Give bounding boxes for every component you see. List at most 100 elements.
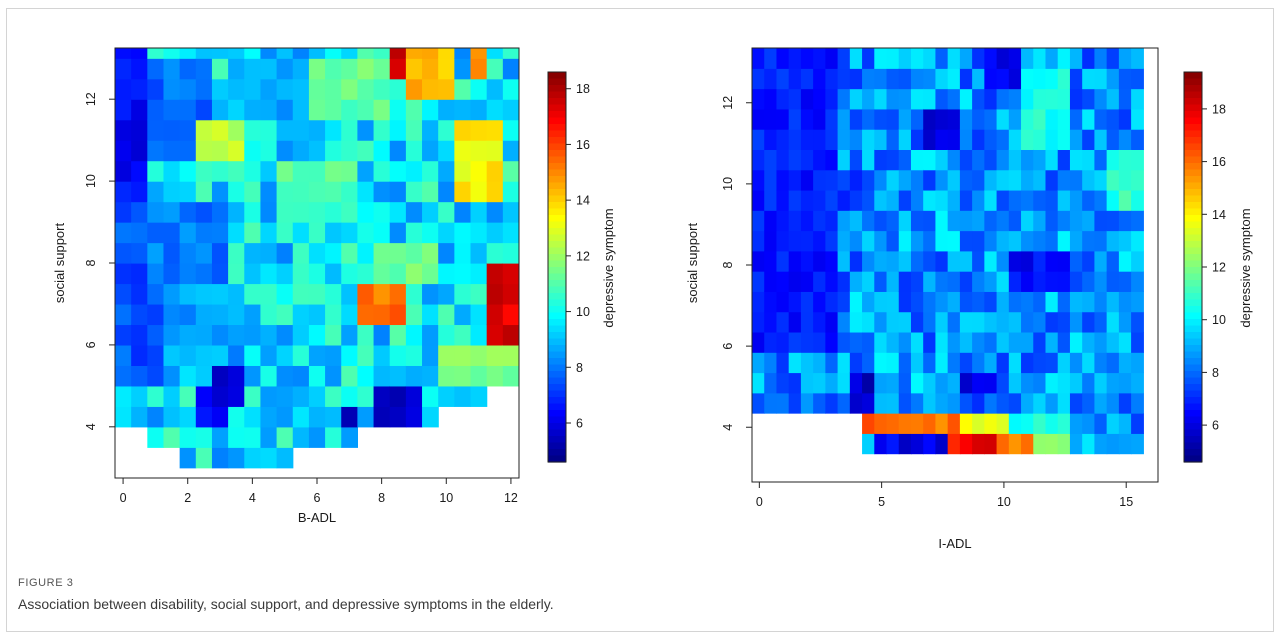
left-heatmap-cell — [470, 99, 488, 121]
left-heatmap-cell — [163, 160, 181, 182]
right-heatmap-cell — [1021, 88, 1034, 110]
right-heatmap-cell — [1057, 230, 1071, 252]
right-colorbar-strip — [1184, 371, 1202, 379]
left-heatmap-cell — [389, 385, 407, 407]
left-heatmap-cell — [389, 58, 407, 80]
right-heatmap-cell — [1106, 48, 1120, 69]
right-heatmap-cell — [996, 48, 1010, 69]
right-heatmap-cell — [923, 433, 937, 455]
right-heatmap-cell — [984, 129, 998, 150]
right-heatmap-cell — [788, 149, 802, 171]
left-heatmap-cell — [373, 385, 391, 407]
right-heatmap-cell — [1131, 271, 1144, 292]
left-colorbar: 6 8 10 12 14 16 18 depressive symptom — [547, 71, 616, 463]
left-heatmap-cell — [454, 201, 472, 223]
right-heatmap-cell — [776, 169, 790, 191]
right-heatmap-cell — [1118, 392, 1132, 414]
right-heatmap-cell — [1069, 108, 1083, 130]
right-heatmap-cell — [800, 149, 814, 171]
right-heatmap-cell — [800, 372, 814, 394]
left-heatmap-cell — [422, 140, 439, 162]
right-heatmap-cell — [886, 433, 900, 455]
right-heatmap-cell — [947, 108, 961, 130]
right-heatmap-cell — [1082, 88, 1096, 110]
left-heatmap-cell — [357, 263, 375, 285]
left-heatmap-cell — [373, 58, 391, 80]
right-heatmap-cell — [800, 230, 814, 252]
right-heatmap-cell — [935, 189, 949, 211]
right-heatmap-cell — [776, 372, 790, 394]
left-heatmap-cell — [470, 222, 488, 244]
right-colorbar-strip — [1184, 436, 1202, 444]
right-heatmap-cell — [862, 68, 875, 90]
right-heatmap-cell — [910, 189, 924, 211]
left-heatmap-cell — [502, 324, 519, 346]
left-heatmap-cell — [260, 406, 278, 428]
right-heatmap-cell — [1106, 433, 1120, 455]
left-colorbar-tick-label: 14 — [576, 194, 590, 208]
right-heatmap-cell — [1033, 291, 1047, 313]
right-heatmap-cell — [898, 68, 912, 90]
right-heatmap-cell — [862, 189, 875, 211]
right-heatmap-cell — [1094, 311, 1108, 333]
right-heatmap-cell — [959, 433, 973, 455]
left-colorbar-strip — [548, 182, 566, 190]
left-x-tick-label: 4 — [249, 491, 256, 505]
left-heatmap-cell — [276, 48, 294, 59]
left-heatmap-cell — [308, 181, 326, 203]
right-heatmap-cell — [788, 250, 802, 272]
right-heatmap-cell — [764, 230, 778, 252]
left-heatmap-cell — [405, 201, 423, 223]
right-heatmap-cell — [849, 48, 863, 69]
left-heatmap-cell — [357, 222, 375, 244]
right-heatmap-cell — [849, 352, 863, 374]
left-heatmap-cell — [260, 48, 278, 59]
right-heatmap-cell — [1131, 331, 1144, 353]
left-heatmap-cell — [341, 222, 358, 244]
left-colorbar-strip — [548, 410, 566, 418]
right-heatmap-cell — [825, 271, 839, 292]
left-heatmap-cell — [325, 99, 342, 121]
right-heatmap-cell — [1106, 413, 1120, 434]
right-heatmap-cell — [813, 331, 826, 353]
right-heatmap-cell — [910, 392, 924, 414]
left-heatmap-cell — [276, 385, 294, 407]
right-colorbar-strip — [1184, 416, 1202, 424]
right-colorbar-strip — [1184, 260, 1202, 268]
right-heatmap-cell — [788, 230, 802, 252]
left-heatmap-cell — [244, 48, 262, 59]
right-heatmap-cell — [1082, 149, 1096, 171]
left-heatmap-cell — [325, 242, 342, 264]
right-heatmap-cell — [1118, 352, 1132, 374]
right-heatmap-cell — [1057, 169, 1071, 191]
left-heatmap-cell — [228, 181, 245, 203]
right-heatmap-cell — [1045, 48, 1059, 69]
left-heatmap-cell — [179, 324, 197, 346]
right-heatmap-cell — [764, 108, 778, 130]
left-y-tick-label: 4 — [84, 423, 98, 430]
right-heatmap-cell — [1118, 250, 1132, 272]
right-heatmap-cell — [972, 250, 985, 272]
right-heatmap-cell — [1118, 108, 1132, 130]
left-heatmap-cell — [115, 181, 132, 203]
right-heatmap-cell — [972, 189, 985, 211]
right-heatmap-cell — [910, 433, 924, 455]
right-heatmap-cell — [1118, 149, 1132, 171]
right-colorbar-tick-label: 10 — [1212, 313, 1226, 327]
right-heatmap-cell — [874, 291, 888, 313]
right-heatmap-cell — [764, 331, 778, 353]
left-heatmap-cell — [341, 283, 358, 305]
right-heatmap-cell — [1131, 392, 1144, 414]
right-heatmap-cell — [898, 372, 912, 394]
right-heatmap-cell — [776, 149, 790, 171]
left-heatmap-cell — [405, 140, 423, 162]
right-heatmap-cell — [898, 169, 912, 191]
right-heatmap-cell — [1094, 48, 1108, 69]
right-heatmap-cell — [984, 88, 998, 110]
left-heatmap-cell — [470, 385, 488, 407]
right-heatmap-cell — [764, 210, 778, 232]
left-colorbar-title: depressive symptom — [601, 208, 616, 327]
right-heatmap-cell — [984, 413, 998, 434]
left-heatmap-cell — [179, 303, 197, 326]
left-colorbar-strip — [548, 85, 566, 93]
